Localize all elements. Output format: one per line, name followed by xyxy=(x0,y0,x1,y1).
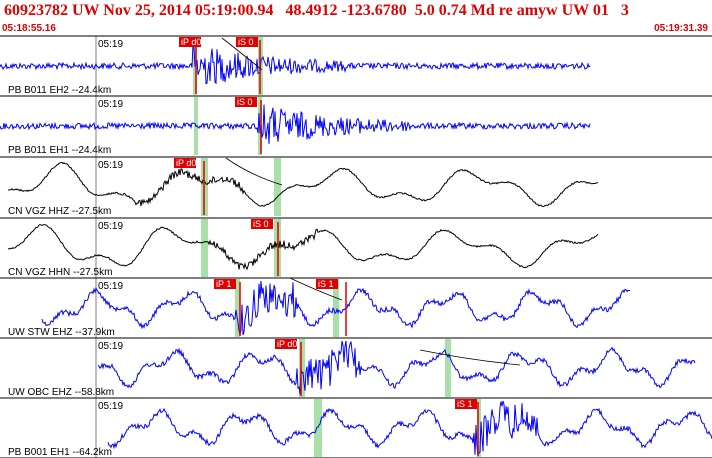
waveform-trace xyxy=(107,400,712,457)
pick-window xyxy=(235,279,240,337)
pick-label: iS 0 xyxy=(253,219,269,229)
travel-time-curve xyxy=(221,37,521,366)
pick-flag[interactable] xyxy=(235,97,257,107)
channel-label: PB B001 EH1 --64.2km xyxy=(8,447,112,458)
pick-label: iS 0 xyxy=(238,37,254,47)
pick-window xyxy=(314,399,322,457)
window-start-time: 05:18:55.16 xyxy=(2,23,56,34)
pick-window xyxy=(445,339,451,397)
pick-window xyxy=(274,158,281,216)
pick-flag[interactable] xyxy=(275,339,297,349)
waveform-trace xyxy=(0,104,591,144)
pick-label: iS 0 xyxy=(237,97,253,107)
event-title: 60923782 UW Nov 25, 2014 05:19:00.94 48.… xyxy=(4,2,629,19)
trace-time-label: 05:19 xyxy=(98,39,123,50)
channel-label: PB B011 EH1 --24.4km xyxy=(8,145,111,156)
trace-time-label: 05:19 xyxy=(98,221,123,232)
channel-label: UW STW EHZ --37.9km xyxy=(8,327,115,338)
channel-label: PB B011 EH2 --24.4km xyxy=(8,85,111,96)
channel-label: CN VGZ HHZ --27.5km xyxy=(8,206,111,217)
pick-label: iP 1 xyxy=(216,279,231,289)
waveform-trace xyxy=(97,340,696,395)
pick-flag[interactable] xyxy=(174,158,196,168)
trace-time-label: 05:19 xyxy=(98,341,123,352)
trace-time-label: 05:19 xyxy=(98,281,123,292)
waveform-trace xyxy=(0,43,591,85)
trace-time-label: 05:19 xyxy=(98,99,123,110)
waveform-trace xyxy=(7,224,599,271)
channel-label: CN VGZ HHN --27.5km xyxy=(8,267,112,278)
pick-flag[interactable] xyxy=(179,37,201,47)
pick-label: iP d0 xyxy=(277,339,297,349)
pick-label: iP d0 xyxy=(181,37,201,47)
pick-label: iP d0 xyxy=(176,158,196,168)
channel-label: UW OBC EHZ --58.8km xyxy=(8,387,114,398)
pick-flag[interactable] xyxy=(316,279,338,289)
window-end-time: 05:19:31.39 xyxy=(654,23,708,34)
trace-time-label: 05:19 xyxy=(98,401,123,412)
pick-flag[interactable] xyxy=(455,399,477,409)
pick-flag[interactable] xyxy=(214,279,236,289)
pick-flag[interactable] xyxy=(251,219,273,229)
waveform-trace xyxy=(7,161,599,208)
pick-window xyxy=(477,399,481,457)
pick-flag[interactable] xyxy=(236,37,258,47)
waveform-trace xyxy=(41,280,631,336)
pick-window xyxy=(299,339,305,397)
pick-label: iS 1 xyxy=(318,279,334,289)
pick-window xyxy=(201,219,208,277)
trace-time-label: 05:19 xyxy=(98,160,123,171)
event-header: 60923782 UW Nov 25, 2014 05:19:00.94 48.… xyxy=(0,0,712,36)
pick-label: iS 1 xyxy=(457,399,473,409)
pick-window xyxy=(333,279,339,337)
